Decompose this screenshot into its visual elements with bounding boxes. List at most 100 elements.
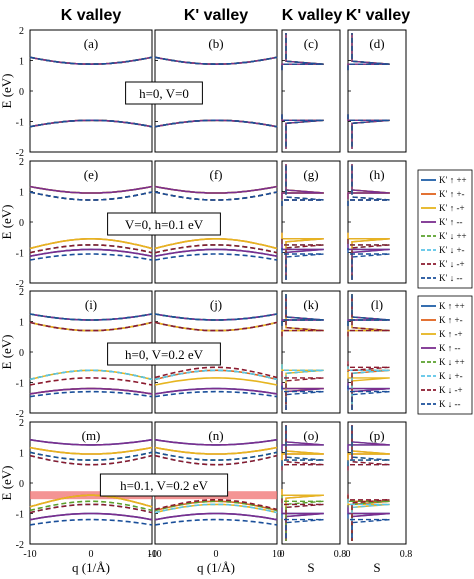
dos-line <box>281 507 324 541</box>
dos-line <box>347 382 390 410</box>
dos-line <box>347 294 390 326</box>
legend-label: K′ ↓ -+ <box>439 259 465 269</box>
panel-label: (n) <box>208 428 223 443</box>
panel-label: (g) <box>303 167 318 182</box>
dos-line <box>347 114 390 149</box>
dos-line <box>347 385 390 410</box>
dos-line <box>347 507 390 541</box>
dos-line <box>347 294 390 337</box>
legend-label: K ↑ -- <box>439 343 461 353</box>
legend-label: K ↑ ++ <box>439 301 465 311</box>
conduction-band-line <box>29 321 153 332</box>
dos-line <box>347 294 390 326</box>
dos-line <box>347 114 390 149</box>
legend-label: K ↓ -+ <box>439 385 463 395</box>
conduction-band-line <box>29 446 153 455</box>
x-tick-label: 0 <box>280 549 285 560</box>
column-header: K' valley <box>184 7 248 24</box>
y-tick-label: 2 <box>19 26 24 37</box>
conduction-band-line <box>29 438 153 446</box>
dos-line <box>281 114 324 149</box>
conduction-band-line <box>154 56 278 66</box>
dos-line <box>281 243 324 280</box>
valence-band-line <box>154 390 278 398</box>
valence-band-line <box>154 500 278 512</box>
valence-band-line <box>29 512 153 521</box>
dos-line <box>281 382 324 410</box>
dos-line <box>347 33 390 71</box>
y-tick-label: 1 <box>19 57 24 68</box>
dos-line <box>347 425 390 471</box>
column-header: K valley <box>61 7 122 24</box>
y-tick-label: -2 <box>16 409 24 420</box>
legend-label: K′ ↑ -- <box>439 217 462 227</box>
y-tick-label: -1 <box>16 249 24 260</box>
legend-label: K ↓ +- <box>439 371 463 381</box>
x-axis-label: q (1/Å) <box>72 560 110 575</box>
y-tick-label: -1 <box>16 510 24 521</box>
x-tick-label: -10 <box>23 549 36 560</box>
valence-band-line <box>154 238 278 250</box>
dos-line <box>347 243 390 280</box>
valence-band-line <box>29 248 153 257</box>
valence-band-line <box>154 369 278 381</box>
conduction-band-line <box>29 313 153 321</box>
condition-label: h=0, V=0 <box>139 86 189 101</box>
dos-line <box>347 382 390 410</box>
panel-label: (e) <box>84 167 98 182</box>
y-tick-label: 2 <box>19 418 24 429</box>
valence-band-line <box>29 503 153 514</box>
panel-label: (c) <box>304 36 318 51</box>
dos-line <box>281 164 324 199</box>
dos-line <box>281 114 324 149</box>
dos-line <box>281 248 324 280</box>
y-tick-label: 0 <box>19 87 24 98</box>
panel-label: (d) <box>369 36 384 51</box>
y-tick-label: -2 <box>16 279 24 290</box>
dos-line <box>347 507 390 541</box>
dos-line <box>281 507 324 541</box>
dos-line <box>347 114 390 149</box>
condition-box <box>125 81 203 105</box>
conduction-band-line <box>154 446 278 455</box>
legend-label: K′ ↑ +- <box>439 189 465 199</box>
dos-line <box>281 114 324 149</box>
valence-band-line <box>29 518 153 526</box>
dos-line <box>281 114 324 149</box>
x-axis-label: S <box>373 560 380 575</box>
dos-line <box>281 114 324 149</box>
legend-box <box>417 295 473 415</box>
conduction-band-line <box>154 451 278 461</box>
y-tick-label: 0 <box>19 218 24 229</box>
dos-line <box>281 114 324 149</box>
panel-label: (m) <box>82 428 101 443</box>
x-axis-label: S <box>307 560 314 575</box>
valence-band-line <box>154 499 278 511</box>
dos-line <box>281 513 324 541</box>
dos-line <box>281 294 324 326</box>
dos-line <box>281 385 324 410</box>
valence-band-line <box>154 503 278 514</box>
valence-band-line <box>29 244 153 254</box>
y-tick-label: 0 <box>19 479 24 490</box>
conduction-band-line <box>154 438 278 446</box>
legend-label: K′ ↓ ++ <box>439 231 467 241</box>
dos-line <box>281 164 324 206</box>
condition-box <box>107 342 221 366</box>
valence-band-line <box>154 244 278 254</box>
x-tick-label: 0 <box>89 549 94 560</box>
legend-label: K′ ↑ ++ <box>439 175 467 185</box>
valence-band-line <box>154 253 278 261</box>
dos-line <box>281 238 324 280</box>
panel-label: (h) <box>369 167 384 182</box>
valence-band-line <box>29 119 153 128</box>
panel-label: (o) <box>303 428 318 443</box>
dos-line <box>347 294 390 326</box>
valence-band-line <box>154 248 278 257</box>
valence-band-line <box>154 512 278 521</box>
y-tick-label: -2 <box>16 148 24 159</box>
y-tick-label: -1 <box>16 379 24 390</box>
valence-band-line <box>154 377 278 386</box>
y-tick-label: 2 <box>19 287 24 298</box>
